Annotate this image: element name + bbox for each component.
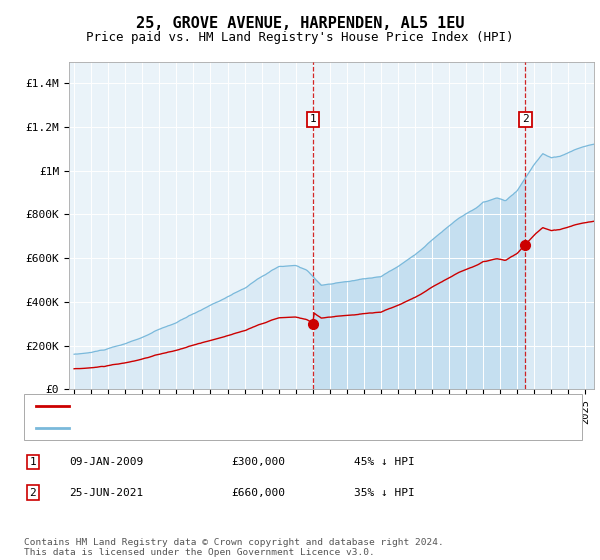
- Text: 09-JAN-2009: 09-JAN-2009: [69, 457, 143, 467]
- Text: Contains HM Land Registry data © Crown copyright and database right 2024.
This d: Contains HM Land Registry data © Crown c…: [24, 538, 444, 557]
- Text: 25, GROVE AVENUE, HARPENDEN, AL5 1EU: 25, GROVE AVENUE, HARPENDEN, AL5 1EU: [136, 16, 464, 31]
- Text: 35% ↓ HPI: 35% ↓ HPI: [354, 488, 415, 498]
- Text: 45% ↓ HPI: 45% ↓ HPI: [354, 457, 415, 467]
- Text: Price paid vs. HM Land Registry's House Price Index (HPI): Price paid vs. HM Land Registry's House …: [86, 31, 514, 44]
- Text: 25, GROVE AVENUE, HARPENDEN, AL5 1EU (detached house): 25, GROVE AVENUE, HARPENDEN, AL5 1EU (de…: [78, 401, 436, 411]
- Text: 1: 1: [310, 114, 317, 124]
- Text: 2: 2: [29, 488, 37, 498]
- Text: 25-JUN-2021: 25-JUN-2021: [69, 488, 143, 498]
- Text: HPI: Average price, detached house, St Albans: HPI: Average price, detached house, St A…: [78, 423, 382, 433]
- Text: 2: 2: [522, 114, 529, 124]
- Text: £660,000: £660,000: [231, 488, 285, 498]
- Text: £300,000: £300,000: [231, 457, 285, 467]
- Text: 1: 1: [29, 457, 37, 467]
